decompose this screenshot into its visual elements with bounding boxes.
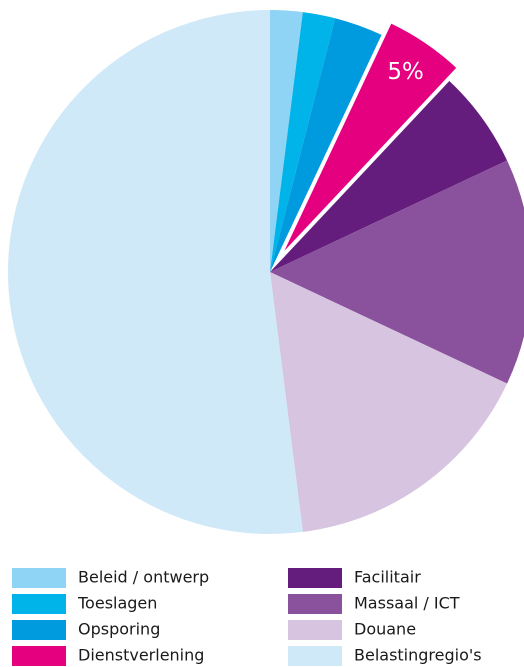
legend-swatch [12,620,66,640]
legend-label: Opsporing [78,620,160,639]
legend-swatch [288,568,342,588]
pie-slice [8,10,303,534]
legend-swatch [12,594,66,614]
pie-slice [277,19,461,260]
legend-swatch [12,568,66,588]
legend-label: Douane [354,620,416,639]
legend-label: Toeslagen [77,594,157,613]
value-label: 5% [387,59,424,85]
legend-swatch [12,646,66,666]
legend-label: Belastingregio's [354,646,482,665]
pie-slice [270,10,303,272]
pie-slice [270,160,524,384]
pie-slice [270,12,336,272]
pie-slice [270,18,382,272]
legend-swatch [288,594,342,614]
pie-slice [270,81,508,272]
legend-label: Facilitair [354,568,421,587]
legend-label: Massaal / ICT [354,594,460,613]
legend-swatch [288,646,342,666]
legend-label: Beleid / ontwerp [78,568,209,587]
pie-slice [270,272,508,532]
legend-swatch [288,620,342,640]
legend-label: Dienstverlening [78,646,204,665]
